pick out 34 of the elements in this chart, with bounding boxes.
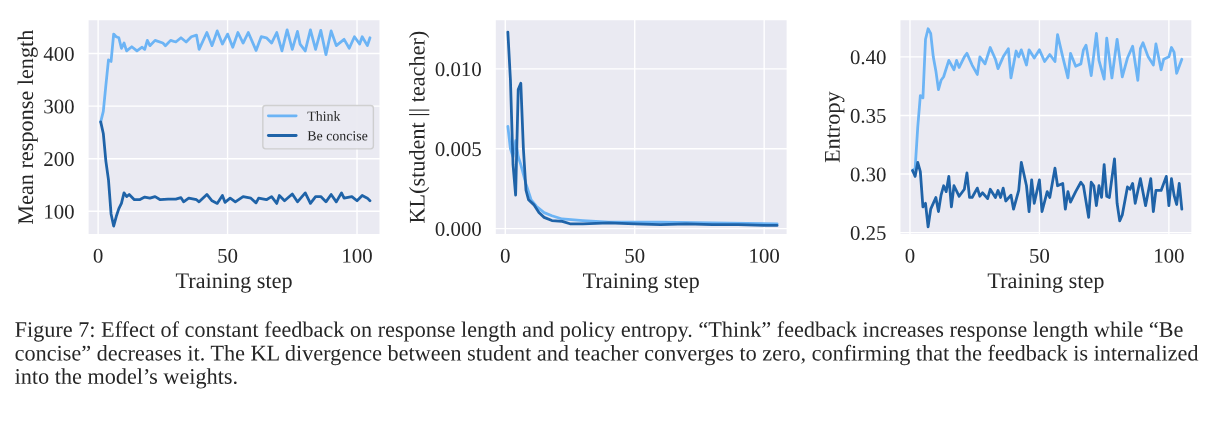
line-series bbox=[506, 30, 779, 227]
y-tick-label: 200 bbox=[44, 152, 74, 167]
y-axis-title: Entropy bbox=[825, 91, 845, 163]
y-tick-label: 300 bbox=[44, 99, 74, 114]
line-series bbox=[911, 157, 1184, 229]
x-tick-label: 50 bbox=[625, 248, 645, 263]
y-tick-label: 100 bbox=[45, 204, 74, 219]
y-tick-label: 0.000 bbox=[435, 221, 481, 237]
x-tick-label: 100 bbox=[750, 248, 779, 263]
y-tick-label: 0.35 bbox=[850, 108, 886, 123]
x-tick-label: 0 bbox=[905, 248, 915, 263]
x-tick-label: 0 bbox=[500, 248, 510, 263]
x-axis-title: Training step bbox=[987, 273, 1104, 293]
y-tick-label: 0.010 bbox=[435, 62, 481, 77]
y-tick-label: 0.30 bbox=[850, 167, 886, 182]
x-tick-label: 50 bbox=[1030, 248, 1050, 263]
legend-label: Think bbox=[307, 111, 341, 121]
y-axis-title: KL(student || teacher) bbox=[409, 31, 430, 223]
x-tick-label: 50 bbox=[218, 248, 238, 263]
y-tick-label: 400 bbox=[43, 46, 74, 61]
y-axis-title: Mean response length bbox=[17, 29, 38, 225]
line-series bbox=[99, 28, 372, 124]
line-series bbox=[911, 27, 1184, 172]
caption: Figure 7: Effect of constant feedback on response length and policy entropy. “Think” feedback increases response length while “Be concise” decreases it. The KL divergence between student and teacher converges to zero, confirming that the feedback is internalized into the model’s weights. bbox=[15, 321, 1199, 389]
y-tick-label: 0.25 bbox=[850, 225, 886, 241]
x-axis-title: Training step bbox=[175, 273, 292, 293]
legend-label: Be concise bbox=[307, 131, 368, 141]
y-tick-label: 0.40 bbox=[850, 50, 886, 65]
x-tick-label: 100 bbox=[343, 248, 372, 263]
x-tick-label: 0 bbox=[93, 248, 103, 263]
y-tick-label: 0.005 bbox=[435, 142, 481, 157]
line-series bbox=[99, 120, 372, 228]
x-axis-title: Training step bbox=[583, 273, 699, 293]
x-tick-label: 100 bbox=[1155, 248, 1184, 263]
